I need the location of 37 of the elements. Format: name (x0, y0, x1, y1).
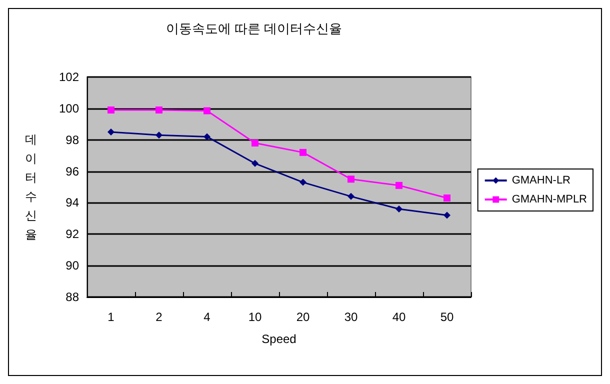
point (156, 132, 162, 139)
x-tick-label: 30 (344, 310, 358, 324)
point (108, 106, 114, 114)
x-tick-label: 4 (204, 310, 211, 324)
point (108, 128, 114, 136)
point (156, 106, 162, 114)
y-tick-label: 90 (66, 258, 80, 273)
x-tick-label: 50 (440, 310, 454, 324)
point (444, 212, 450, 219)
point (300, 148, 306, 156)
point (444, 194, 450, 202)
legend-label: GMAHN-MPLR (512, 194, 588, 206)
x-tick-label: 40 (392, 310, 406, 324)
point (300, 178, 306, 186)
point (252, 140, 258, 146)
y-tick-label: 98 (66, 132, 80, 147)
y-tick-label: 94 (66, 196, 80, 210)
x-tick-label: 20 (296, 310, 310, 324)
x-tick-label: 1 (108, 310, 115, 324)
y-tick-label: 92 (66, 227, 80, 242)
point (348, 192, 354, 200)
chart-title: 이동속도에 따른 데이터수신율 (166, 21, 342, 36)
point (396, 206, 402, 212)
point (348, 176, 354, 183)
y-tick-label: 88 (66, 290, 80, 304)
x-tick-label: 2 (156, 310, 163, 324)
point (252, 160, 258, 167)
y-tick-label: 102 (58, 70, 80, 84)
point (204, 107, 210, 114)
x-axis-title: Speed (262, 332, 296, 346)
y-tick-label: 96 (66, 164, 80, 178)
y-tick-label: 100 (58, 101, 80, 116)
point (396, 182, 402, 189)
legend-label: GMAHN-LR (512, 174, 571, 186)
point (204, 133, 210, 140)
x-tick-label: 10 (248, 310, 262, 324)
y-axis-title: 데이터수신율 (25, 132, 37, 242)
